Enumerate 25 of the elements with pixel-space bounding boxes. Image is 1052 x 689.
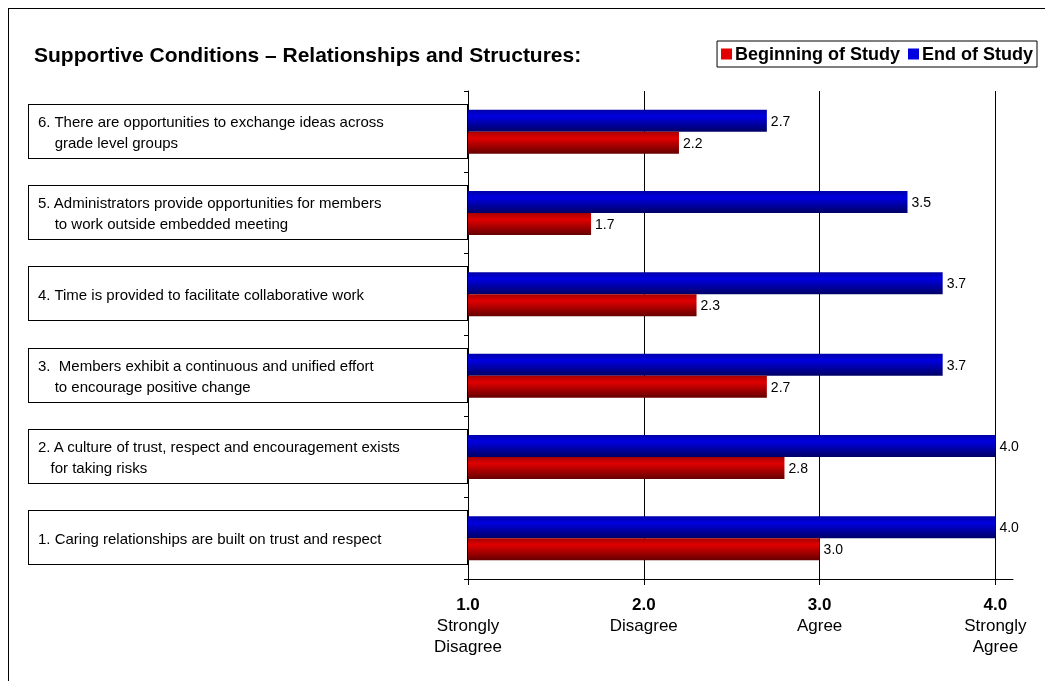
data-label: 3.7	[946, 275, 967, 292]
legend-label: End of Study	[922, 44, 1034, 64]
data-label: 2.7	[770, 112, 791, 129]
x-tick-label: 3.0 Agree	[796, 594, 843, 635]
data-label: 2.3	[700, 297, 721, 314]
data-label: 1.7	[595, 216, 615, 232]
x-tick-label: 1.0 Strongly Disagree	[433, 594, 503, 656]
data-label: 2.7	[770, 378, 791, 395]
y-tick-label: 1. Caring relationships are built on trust and respect	[38, 529, 383, 547]
chart-title: Supportive Conditions – Relationships and Structures:	[34, 43, 582, 66]
data-label: 4.0	[999, 438, 1020, 454]
data-label: 4.0	[999, 519, 1020, 536]
data-label: 3.0	[823, 541, 844, 558]
data-label: 2.2	[682, 134, 703, 151]
y-tick-label: 6. There are opportunities to exchange ideas across grade level groups	[38, 112, 384, 151]
y-tick-label: 4. Time is provided to facilitate collaborative work	[38, 285, 365, 303]
x-tick-label: 4.0 Strongly Agree	[964, 594, 1028, 656]
data-label: 3.7	[946, 356, 967, 373]
y-tick-label: 3. Members exhibit a continuous and unified effort to encourage positive change	[38, 356, 375, 395]
y-tick-label: 2. A culture of trust, respect and encouragement exists for taking risks	[38, 438, 400, 476]
legend-label: Beginning of Study	[735, 44, 901, 64]
y-tick-label: 5. Administrators provide opportunities for members to work outside embedded meeting	[38, 194, 382, 232]
x-tick-label: 2.0 Disagree	[609, 594, 678, 635]
data-label: 3.5	[911, 194, 932, 210]
data-label: 2.8	[788, 460, 809, 476]
